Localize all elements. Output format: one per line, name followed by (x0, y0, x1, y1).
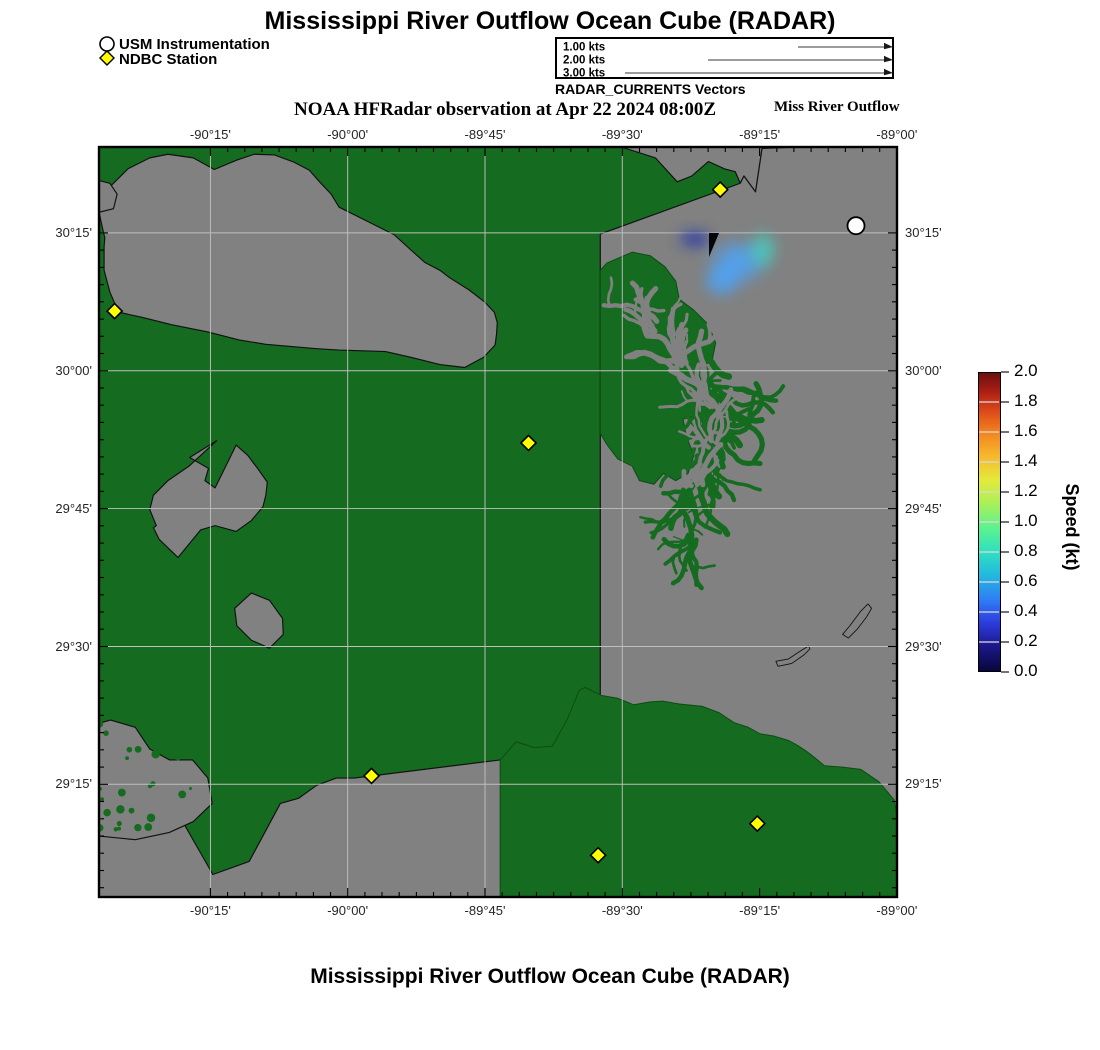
svg-text:1.4: 1.4 (1014, 451, 1038, 470)
svg-text:1.2: 1.2 (1014, 481, 1038, 500)
svg-text:1.6: 1.6 (1014, 421, 1038, 440)
svg-text:0.6: 0.6 (1014, 571, 1038, 590)
svg-text:0.8: 0.8 (1014, 541, 1038, 560)
svg-text:0.4: 0.4 (1014, 601, 1038, 620)
svg-text:1.0: 1.0 (1014, 511, 1038, 530)
svg-text:1.8: 1.8 (1014, 391, 1038, 410)
svg-text:2.0: 2.0 (1014, 361, 1038, 380)
svg-text:0.2: 0.2 (1014, 631, 1038, 650)
svg-text:Speed (kt): Speed (kt) (1062, 483, 1082, 570)
svg-text:0.0: 0.0 (1014, 661, 1038, 680)
